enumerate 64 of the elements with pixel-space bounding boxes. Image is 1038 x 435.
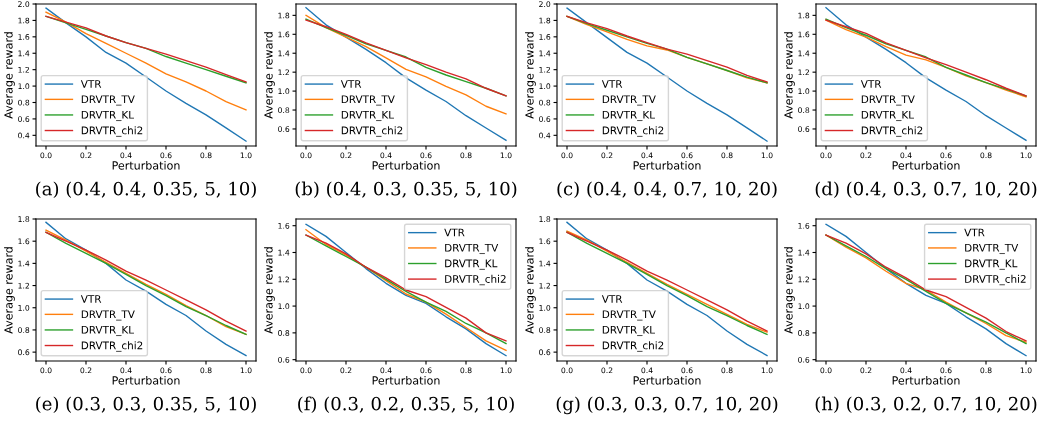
legend-label: DRVTR_KL	[602, 326, 655, 337]
legend-label: DRVTR_TV	[445, 243, 499, 255]
legend-label: DRVTR_KL	[445, 259, 498, 270]
legend-label: DRVTR_KL	[81, 111, 134, 122]
text: (g) (0.3, 0.3, 0.7, 10, 20)	[556, 396, 778, 415]
legend-label: DRVTR_chi2	[81, 126, 143, 137]
text: (h) (0.3, 0.2, 0.7, 10, 20)	[815, 396, 1037, 414]
text: (f) (0.3, 0.2, 0.35, 5, 10)	[298, 396, 514, 414]
legend-label: VTR	[964, 228, 985, 237]
x-axis-title: Perturbation	[633, 161, 701, 170]
legend-label: DRVTR_chi2	[445, 274, 506, 286]
line-series	[45, 7, 247, 142]
x-axis-title: Perturbation	[372, 376, 440, 385]
legend-label: DRVTR_TV	[602, 310, 656, 321]
legend-label: DRVTR_KL	[341, 111, 394, 122]
line-series	[825, 7, 1027, 142]
text: (b) (0.4, 0.3, 0.35, 5, 10)	[295, 181, 517, 199]
legend-label: DRVTR_KL	[861, 111, 914, 122]
legend-label: DRVTR_KL	[81, 326, 134, 337]
x-axis-title: Perturbation	[112, 376, 180, 385]
y-axis-title: Average reward	[4, 247, 15, 334]
legend-label: VTR	[601, 295, 623, 303]
legend-label: VTR	[444, 228, 465, 237]
line-series	[45, 221, 247, 357]
line-series	[566, 221, 768, 357]
legend-label: DRVTR_TV	[81, 95, 135, 106]
line-series	[566, 7, 768, 142]
y-axis-title: Average reward	[784, 32, 795, 119]
line-series	[45, 11, 247, 111]
y-axis-title: Average reward	[4, 32, 15, 119]
y-axis-title: Average reward	[264, 32, 275, 119]
legend-label: DRVTR_KL	[965, 259, 1018, 270]
legend-label: DRVTR_chi2	[965, 274, 1026, 286]
legend-label: DRVTR_TV	[965, 243, 1019, 255]
legend-label: DRVTR_TV	[861, 95, 915, 106]
legend-label: DRVTR_chi2	[81, 341, 143, 352]
legend-label: VTR	[80, 295, 102, 303]
legend-label: DRVTR_KL	[602, 111, 655, 122]
x-axis-title: Perturbation	[112, 161, 180, 170]
legend-label: DRVTR_chi2	[602, 341, 664, 352]
x-axis-title: Perturbation	[892, 376, 960, 385]
legend-label: VTR	[340, 80, 362, 88]
y-axis-title: Average reward	[264, 247, 275, 334]
text: (d) (0.4, 0.3, 0.7, 10, 20)	[815, 181, 1037, 199]
x-axis-title: Perturbation	[372, 161, 440, 170]
line-series	[825, 223, 1027, 357]
x-axis-title: Perturbation	[633, 376, 701, 385]
legend-label: DRVTR_TV	[81, 310, 135, 321]
text: (e) (0.3, 0.3, 0.35, 5, 10)	[36, 396, 256, 414]
legend-label: VTR	[860, 80, 882, 88]
y-axis-title: Average reward	[525, 32, 536, 119]
text: (a) (0.4, 0.4, 0.35, 5, 10)	[36, 181, 256, 199]
legend-label: VTR	[601, 80, 623, 88]
legend-label: DRVTR_TV	[341, 95, 395, 106]
legend-label: DRVTR_chi2	[341, 126, 403, 137]
text: (c) (0.4, 0.4, 0.7, 10, 20)	[557, 181, 777, 199]
line-series	[305, 7, 507, 142]
legend-label: DRVTR_chi2	[602, 126, 664, 137]
legend-label: DRVTR_chi2	[861, 126, 923, 137]
legend-label: DRVTR_TV	[602, 95, 656, 106]
y-axis-title: Average reward	[525, 247, 536, 334]
legend-label: VTR	[80, 80, 102, 88]
x-axis-title: Perturbation	[892, 161, 960, 170]
y-axis-title: Average reward	[784, 247, 795, 334]
